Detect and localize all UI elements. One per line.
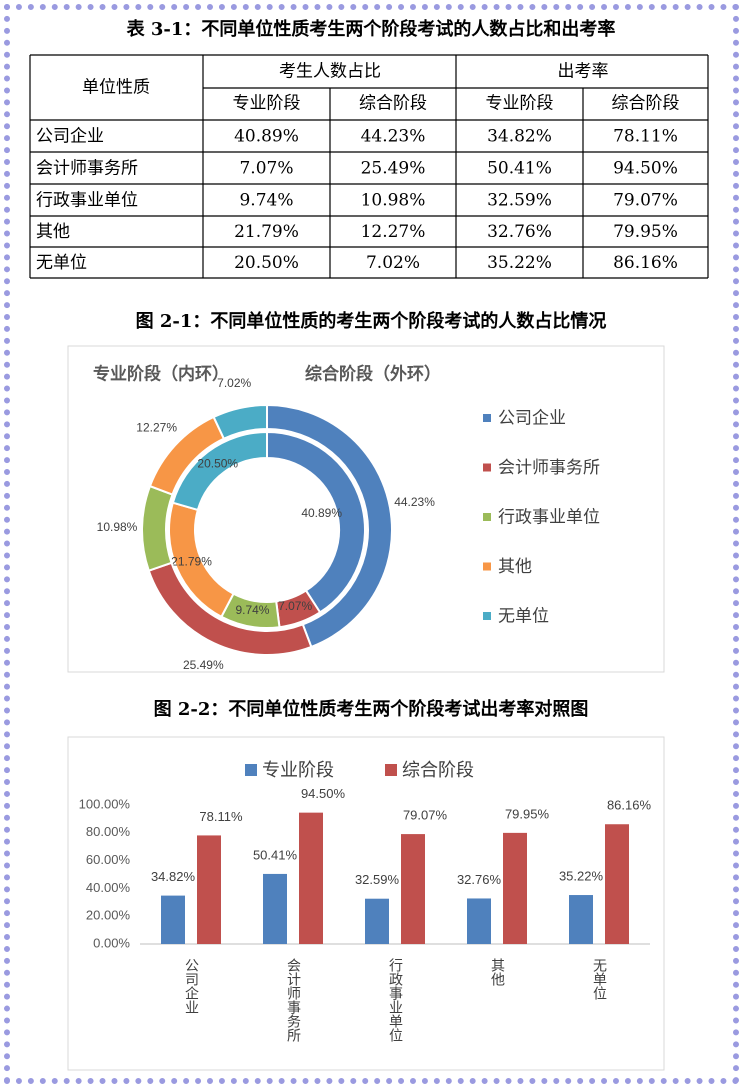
table-cell: 9.74% <box>239 191 293 211</box>
table-cell: 会计师事务所 <box>36 159 138 179</box>
x-tick-label: 公司企业 <box>183 958 199 1014</box>
data-label: 7.07% <box>278 599 312 613</box>
table-cell: 12.27% <box>361 222 426 242</box>
table-cell: 79.07% <box>613 191 678 211</box>
legend-swatch <box>483 562 491 571</box>
y-tick-label: 100.00% <box>79 796 131 811</box>
data-label: 32.76% <box>457 872 502 887</box>
page-border <box>4 4 739 1084</box>
donut-slice <box>171 430 268 512</box>
legend-label: 综合阶段 <box>402 760 474 781</box>
legend-swatch <box>483 612 491 620</box>
data-label: 25.49% <box>183 658 224 672</box>
bar <box>299 812 323 944</box>
data-label: 10.98% <box>97 520 138 534</box>
table-cell: 94.50% <box>613 159 678 179</box>
table-header: 专业阶段 <box>233 94 301 114</box>
table-cell: 35.22% <box>487 253 552 273</box>
data-label: 12.27% <box>136 421 177 435</box>
data-label: 50.41% <box>253 847 298 862</box>
table-header: 考生人数占比 <box>279 62 381 82</box>
table-cell: 86.16% <box>613 253 678 273</box>
table-cell: 7.02% <box>366 253 420 273</box>
legend-swatch <box>385 764 397 776</box>
ring-label: 综合阶段（外环） <box>305 364 441 385</box>
data-label: 9.74% <box>235 603 269 617</box>
legend-label: 专业阶段 <box>262 760 334 781</box>
table-header: 综合阶段 <box>612 94 680 114</box>
table-cell: 79.95% <box>613 222 678 242</box>
data-label: 44.23% <box>394 495 435 509</box>
data-label: 78.11% <box>199 809 243 824</box>
legend-swatch <box>245 764 257 776</box>
legend-label: 其他 <box>498 557 532 577</box>
table-cell: 10.98% <box>361 191 426 211</box>
chart-title: 图 2-2：不同单位性质考生两个阶段考试出考率对照图 <box>154 698 589 720</box>
table-cell: 44.23% <box>361 127 426 147</box>
data-label: 94.50% <box>301 786 346 801</box>
table-cell: 行政事业单位 <box>36 191 138 211</box>
table-cell: 40.89% <box>234 127 299 147</box>
y-tick-label: 40.00% <box>86 880 131 895</box>
table-cell: 无单位 <box>36 253 87 273</box>
table-cell: 其他 <box>36 222 70 242</box>
bar <box>467 898 491 944</box>
bar <box>263 873 287 944</box>
table-cell: 20.50% <box>234 253 299 273</box>
bar <box>197 835 221 944</box>
table-cell: 78.11% <box>613 127 678 147</box>
table-title: 表 3-1：不同单位性质考生两个阶段考试的人数占比和出考率 <box>127 18 616 40</box>
data-label: 40.89% <box>301 506 342 520</box>
legend-label: 行政事业单位 <box>498 508 600 528</box>
legend-label: 无单位 <box>498 607 549 627</box>
y-tick-label: 80.00% <box>86 824 131 839</box>
ring-label: 专业阶段（内环） <box>93 364 229 385</box>
data-label: 79.07% <box>403 808 448 823</box>
data-label: 86.16% <box>607 798 652 813</box>
table-header: 综合阶段 <box>359 94 427 114</box>
data-label: 7.02% <box>217 376 251 390</box>
table-header: 出考率 <box>558 62 609 82</box>
table-cell: 25.49% <box>361 159 426 179</box>
table-cell: 34.82% <box>487 127 552 147</box>
data-label: 21.79% <box>171 554 212 568</box>
y-tick-label: 0.00% <box>93 935 130 950</box>
bar <box>161 895 185 944</box>
legend-label: 会计师事务所 <box>498 458 600 478</box>
table-cell: 32.59% <box>487 191 552 211</box>
table-header: 专业阶段 <box>486 94 554 114</box>
y-tick-label: 60.00% <box>86 852 131 867</box>
legend-swatch <box>483 414 491 422</box>
data-label: 79.95% <box>505 806 550 821</box>
x-tick-label: 会计师事务所 <box>285 958 301 1042</box>
table-cell: 公司企业 <box>36 127 104 147</box>
table-cell: 7.07% <box>239 159 293 179</box>
bar <box>605 824 629 944</box>
chart-panel <box>67 736 665 1071</box>
donut-slice <box>212 403 268 440</box>
table-cell: 21.79% <box>234 222 299 242</box>
data-label: 20.50% <box>197 457 238 471</box>
data-label: 34.82% <box>151 869 196 884</box>
data-label: 35.22% <box>559 868 604 883</box>
chart-panel <box>67 345 665 673</box>
x-tick-label: 行政事业单位 <box>387 958 403 1042</box>
table-cell: 32.76% <box>487 222 552 242</box>
bar <box>503 832 527 944</box>
legend-label: 公司企业 <box>498 409 566 429</box>
y-tick-label: 20.00% <box>86 908 131 923</box>
bar <box>569 895 593 944</box>
legend-swatch <box>483 463 491 472</box>
table-header: 单位性质 <box>82 78 150 98</box>
table-cell: 50.41% <box>487 159 552 179</box>
data-label: 32.59% <box>355 872 400 887</box>
bar <box>365 898 389 944</box>
bar <box>401 834 425 944</box>
x-tick-label: 其他 <box>489 958 505 987</box>
chart-title: 图 2-1：不同单位性质的考生两个阶段考试的人数占比情况 <box>136 310 607 332</box>
legend-swatch <box>483 513 491 521</box>
x-tick-label: 无单位 <box>591 958 607 1000</box>
